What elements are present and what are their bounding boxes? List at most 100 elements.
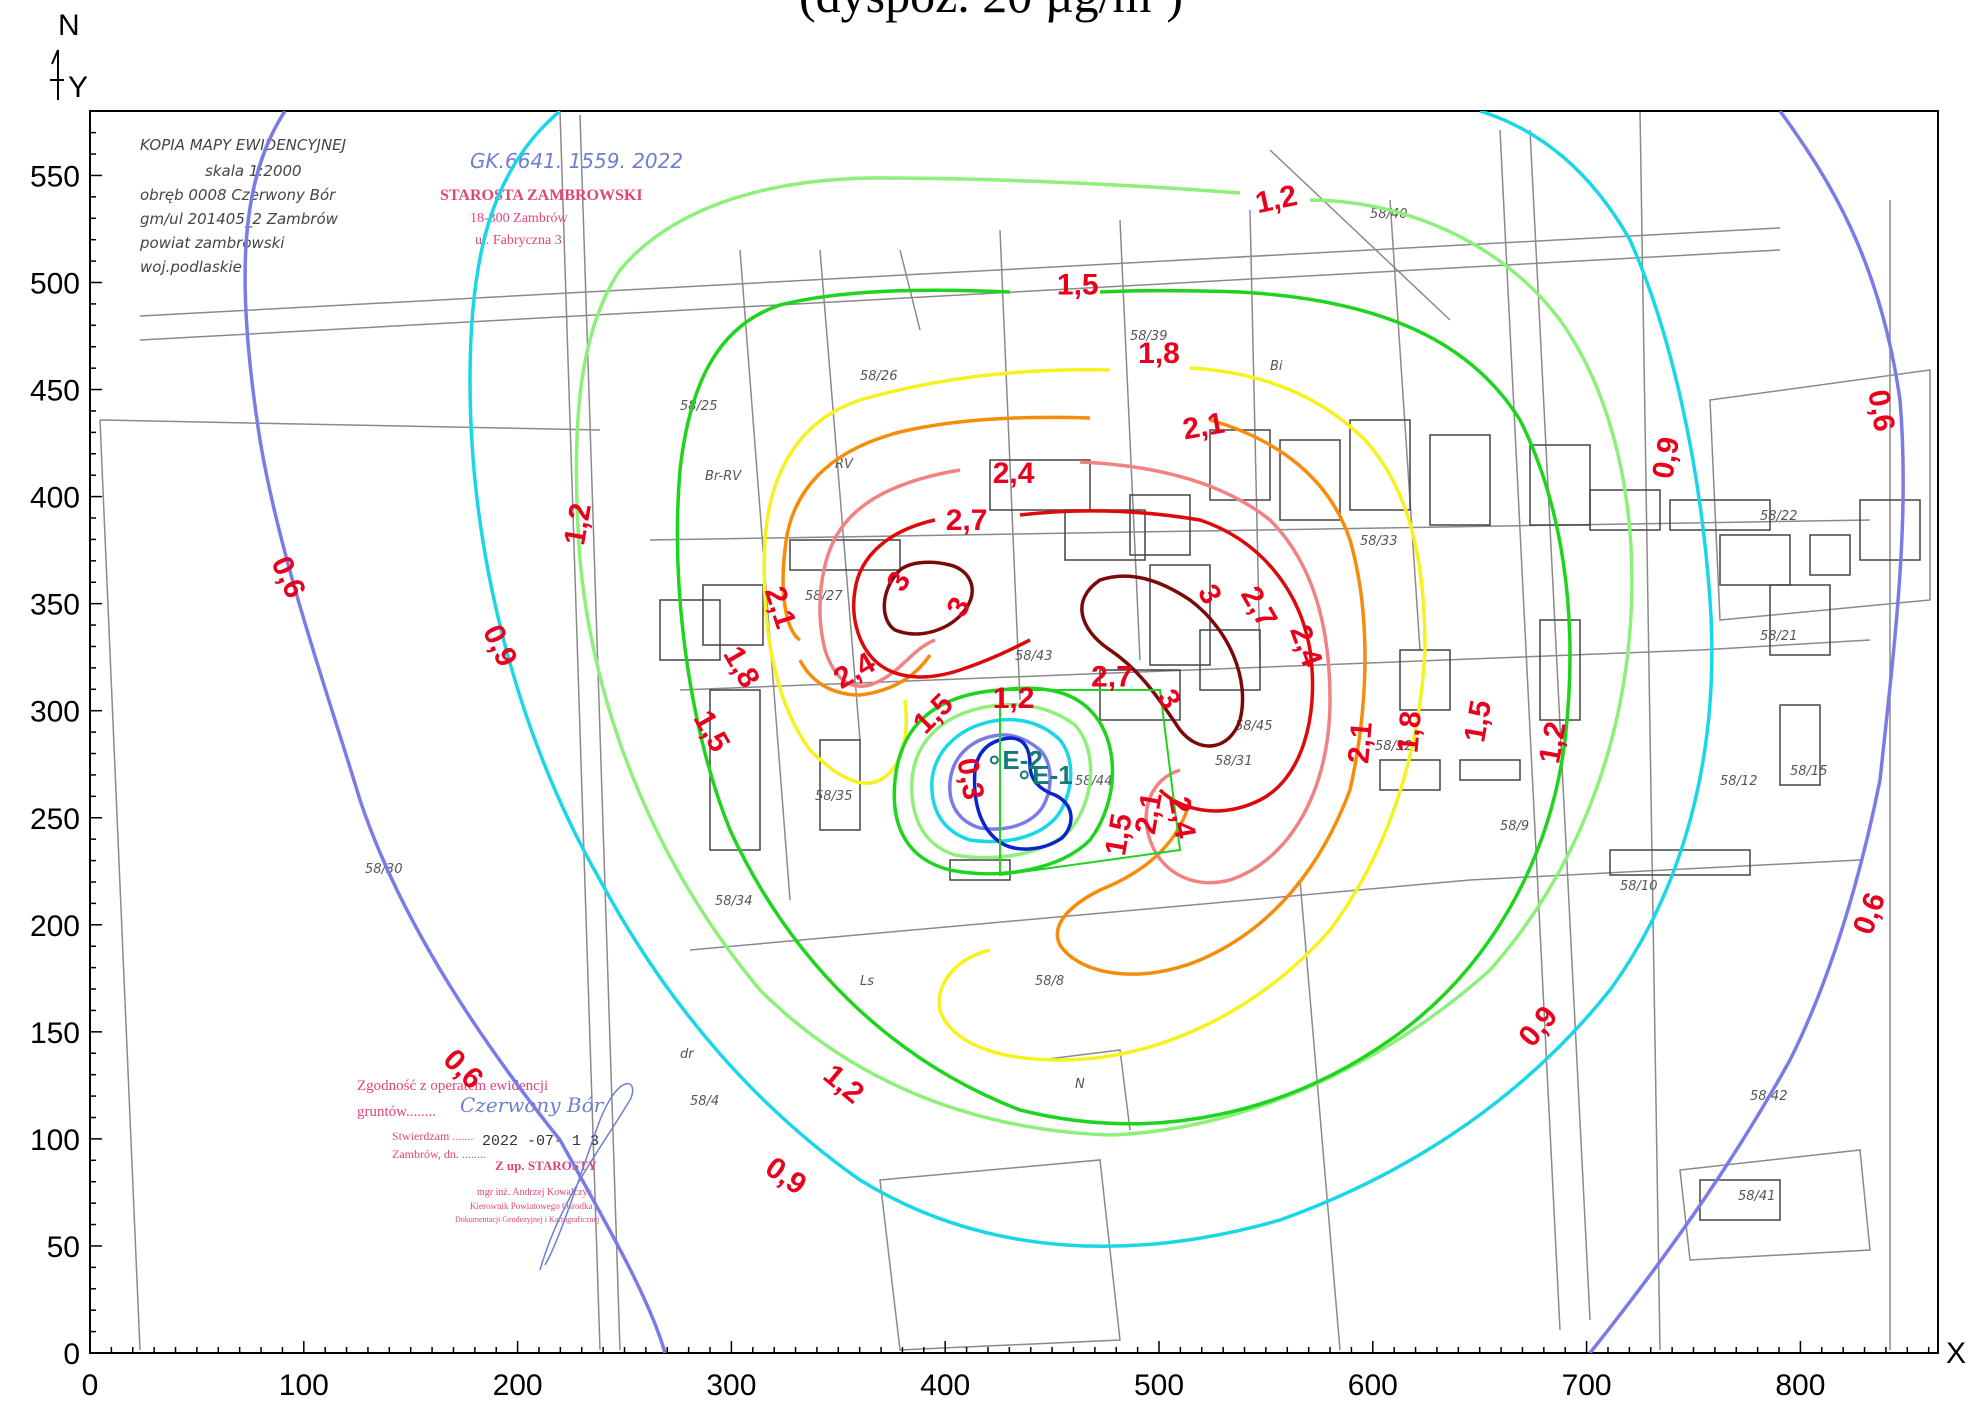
building-outline <box>1859 499 1921 561</box>
contour-1-5 <box>675 288 1572 1126</box>
building-outline <box>1669 499 1771 531</box>
contour-label: 1,5 <box>1057 269 1099 302</box>
y-axis: 0 50 100 150 200 250 300 350 400 450 500 550 <box>30 131 102 1371</box>
parcel-label: Ls <box>860 974 874 989</box>
parcel-label: 58/21 <box>1760 629 1797 644</box>
signature-line: Dokumentacji Geodezyjnej i Kartograficzn… <box>455 1215 599 1224</box>
x-tick-label: 600 <box>1348 1369 1398 1402</box>
x-axis: 0 100 200 300 400 500 600 700 800 <box>82 1341 1930 1402</box>
contour-label: 0,3 <box>950 756 990 803</box>
contour-2-4 <box>818 460 1332 885</box>
parcel-label: 58/45 <box>1235 719 1272 734</box>
y-tick-label: 400 <box>30 482 80 515</box>
source-marker-e-2 <box>989 755 999 765</box>
north-arrow: N Y X <box>50 9 1966 1370</box>
building-outline <box>1529 444 1591 526</box>
contour-0-6 <box>1588 111 1905 1353</box>
certification-line: gruntów........ <box>357 1104 436 1120</box>
source-label: E-1 <box>1032 760 1072 790</box>
contour-label: 0,6 <box>1861 387 1901 434</box>
parcel-label: 58/4 <box>690 1094 719 1109</box>
contour-2-7 <box>852 509 1315 813</box>
source-marker-e-1 <box>1019 770 1029 780</box>
y-tick-label: 0 <box>63 1338 80 1371</box>
parcel-label: 58/10 <box>1620 879 1657 894</box>
building-outline <box>1459 759 1521 781</box>
y-tick-label: 500 <box>30 268 80 301</box>
parcel-labels-layer: 58/4058/3958/2658/25Br-RVRV58/2758/3558/… <box>365 207 1827 1204</box>
x-axis-label: X <box>1946 1337 1966 1370</box>
certification-line: Stwierdzam ....... <box>392 1129 473 1143</box>
y-tick-label: 150 <box>30 1017 80 1050</box>
contour-layer <box>243 111 1905 1353</box>
parcel-label: RV <box>835 457 854 472</box>
installation-outline <box>999 689 1182 877</box>
parcel-label: 58/33 <box>1360 534 1397 549</box>
contour-0-3 <box>972 736 1073 851</box>
y-tick-label: 200 <box>30 910 80 943</box>
contour-1-2 <box>574 176 1634 1137</box>
x-tick-label: 800 <box>1775 1369 1825 1402</box>
contour-label: 2,4 <box>993 457 1035 490</box>
contour-label: 1,8 <box>1138 337 1180 370</box>
stamp-line: ul. Fabryczna 3 <box>475 233 562 248</box>
y-tick-label: 550 <box>30 160 80 193</box>
building-outline <box>1279 439 1341 521</box>
y-tick-label: 250 <box>30 803 80 836</box>
north-label: N <box>58 9 80 42</box>
contour-label: 1,2 <box>1533 719 1573 766</box>
building-outline <box>1539 619 1581 721</box>
parcel-label: 58/27 <box>805 589 843 604</box>
contour-3 <box>882 560 974 636</box>
building-outline <box>1769 584 1831 656</box>
map-header: KOPIA MAPY EWIDENCYJNEJ skala 1:2000 obr… <box>139 136 683 276</box>
signature-scribble <box>539 1083 634 1271</box>
parcel-label: 58/35 <box>815 789 852 804</box>
x-tick-label: 300 <box>706 1369 756 1402</box>
contour-label: 2,1 <box>1129 790 1169 837</box>
contour-label: 2,7 <box>1091 661 1133 694</box>
contour-2-1 <box>781 415 1367 976</box>
contour-label: 2,7 <box>946 504 988 537</box>
contour-inner <box>930 717 1073 844</box>
x-tick-label: 100 <box>279 1369 329 1402</box>
parcel-label: dr <box>680 1047 695 1062</box>
building-outline <box>789 539 901 571</box>
contour-label: 1,8 <box>1391 710 1428 754</box>
parcel-label: 58/8 <box>1035 974 1064 989</box>
contour-label: 0,9 <box>1646 434 1686 481</box>
map-header-line: gm/ul 201405_2 Zambrów <box>140 210 339 229</box>
x-tick-label: 0 <box>82 1369 99 1402</box>
parcel-label: 58/44 <box>1075 774 1112 789</box>
building-outline <box>1349 419 1411 511</box>
building-outline <box>819 739 861 831</box>
map-header-line: KOPIA MAPY EWIDENCYJNEJ <box>140 136 346 154</box>
x-tick-label: 200 <box>493 1369 543 1402</box>
y-tick-label: 100 <box>30 1124 80 1157</box>
contour-1-8 <box>762 366 1427 1062</box>
y-tick-label: 50 <box>47 1231 80 1264</box>
contour-label: 1,2 <box>993 682 1035 715</box>
building-outline <box>1429 434 1491 526</box>
parcel-label: Bi <box>1270 359 1283 374</box>
map-header-line: obręb 0008 Czerwony Bór <box>140 186 336 204</box>
contour-inner <box>910 702 1093 860</box>
contour-label: 2,4 <box>1162 794 1202 841</box>
building-outline <box>1099 669 1181 721</box>
contour-label: 1,5 <box>1099 811 1139 858</box>
building-outline <box>1719 534 1791 586</box>
contour-label: 2,1 <box>1342 720 1379 764</box>
stamp-line: 18-300 Zambrów <box>470 211 568 226</box>
contour-label: 1,2 <box>558 501 598 548</box>
y-tick-label: 450 <box>30 375 80 408</box>
x-tick-label: 500 <box>1134 1369 1184 1402</box>
certification-line: Zambrów, dn. ........ <box>392 1147 486 1161</box>
parcel-label: 58/26 <box>860 369 897 384</box>
x-tick-label: 700 <box>1562 1369 1612 1402</box>
contour-0-9 <box>468 111 1714 1249</box>
parcel-label: 58/25 <box>680 399 717 414</box>
parcel-label: 58/43 <box>1015 649 1052 664</box>
x-tick-label: 400 <box>920 1369 970 1402</box>
parcel-label: Br-RV <box>705 469 742 484</box>
